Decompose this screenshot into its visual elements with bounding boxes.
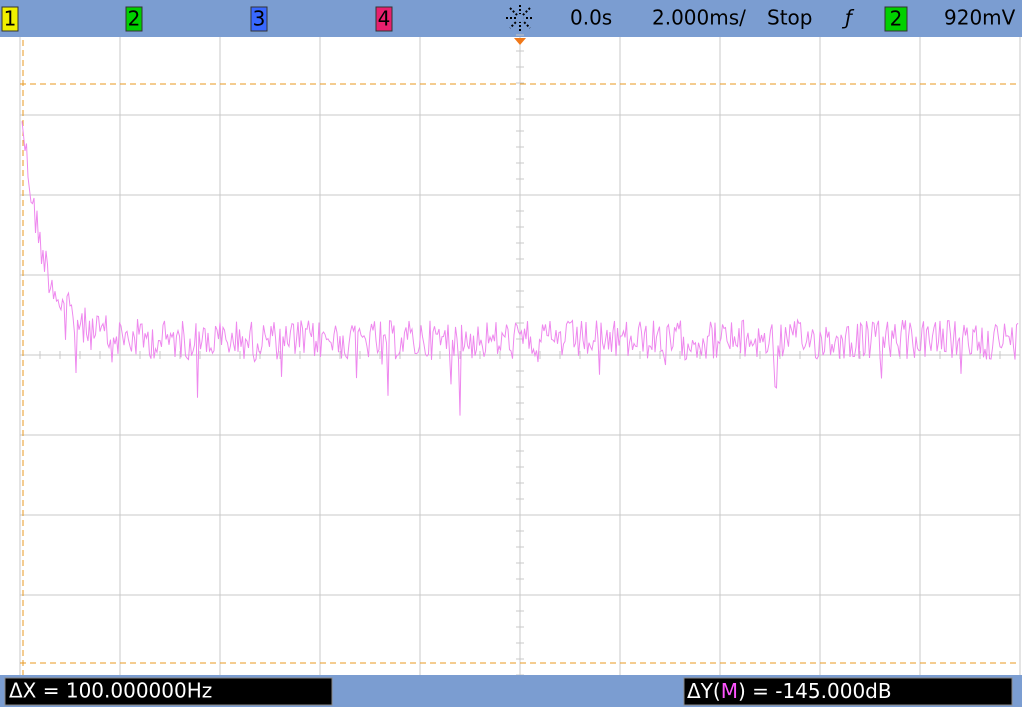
acquire-icon-center (516, 14, 524, 22)
trigger-level[interactable]: 920mV (944, 6, 1016, 30)
delta-y-source: M (721, 679, 738, 703)
channel-3-box[interactable] (250, 6, 268, 32)
graticule (19, 34, 1021, 676)
delta-y-suffix: ) = -145.000dB (738, 679, 892, 703)
delta-y-prefix: ΔY( (687, 679, 721, 703)
channel-1[interactable]: 1 (4, 7, 17, 31)
channel-2-box[interactable] (125, 6, 143, 32)
channel-1-box[interactable] (1, 6, 19, 32)
trigger-position-marker (514, 38, 526, 45)
time-offset[interactable]: 0.0s (570, 6, 612, 30)
time-scale[interactable]: 2.000ms/ (652, 6, 746, 30)
delta-y-readout: ΔY(M) = -145.000dB (687, 679, 892, 703)
delta-x-box (4, 677, 333, 706)
channel-2[interactable]: 2 (128, 7, 141, 31)
channel-4-box[interactable] (375, 6, 393, 32)
channel-3[interactable]: 3 (253, 7, 266, 31)
waveform-trace (21, 121, 1019, 416)
trigger-edge[interactable]: ƒ (841, 6, 855, 30)
trigger-source[interactable]: 2 (890, 7, 903, 31)
delta-x-readout: ΔX = 100.000000Hz (9, 679, 212, 703)
delta-y-box (683, 677, 1013, 706)
run-state[interactable]: Stop (767, 6, 812, 30)
channel-4[interactable]: 4 (378, 7, 391, 31)
trigger-source-box[interactable] (884, 6, 908, 32)
